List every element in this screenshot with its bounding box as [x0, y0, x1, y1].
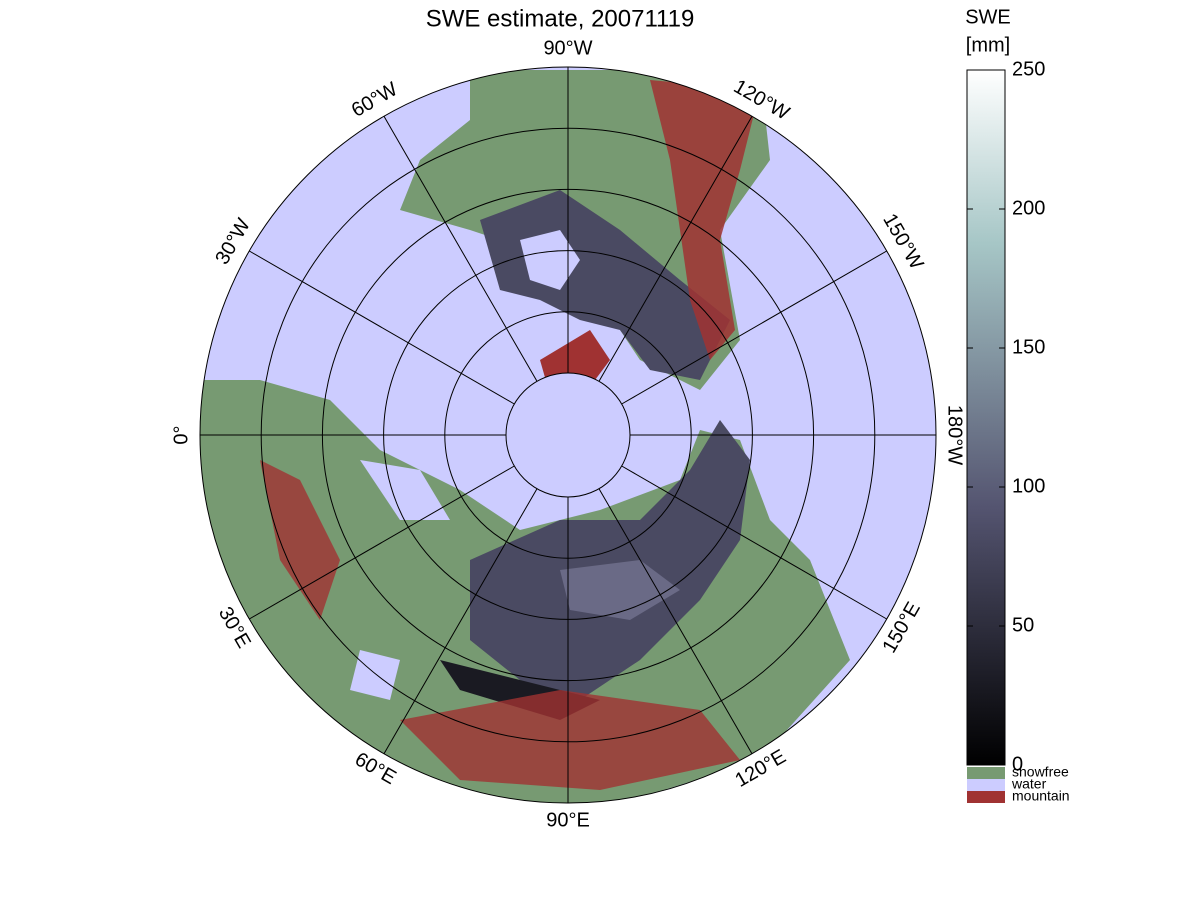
- longitude-label: 180°W: [944, 405, 966, 465]
- colorbar-tick-label: 0: [1012, 753, 1023, 775]
- colorbar-tick-label: 200: [1012, 197, 1045, 219]
- map-title: SWE estimate, 20071119: [426, 5, 695, 32]
- legend-label: water: [1011, 776, 1047, 792]
- meridian: [621, 250, 887, 405]
- colorbar: [966, 69, 1006, 766]
- meridian: [598, 488, 753, 754]
- meridian: [383, 488, 538, 754]
- meridian: [249, 250, 515, 405]
- legend-swatch: [967, 779, 1005, 791]
- longitude-label: 90°W: [543, 37, 592, 59]
- graticule: [199, 66, 937, 804]
- legend-label: mountain: [1012, 788, 1070, 804]
- legend-swatch: [967, 791, 1005, 803]
- meridian: [383, 116, 538, 382]
- meridian: [598, 116, 753, 382]
- meridian: [249, 465, 515, 620]
- longitude-label: 0°: [170, 425, 192, 444]
- colorbar-tick-label: 100: [1012, 475, 1045, 497]
- colorbar-label: SWE: [965, 6, 1011, 28]
- longitude-label: 90°E: [546, 809, 590, 831]
- map-disk: [200, 67, 936, 803]
- legend-label: snowfree: [1012, 764, 1069, 780]
- colorbar-tick-label: 150: [1012, 336, 1045, 358]
- colorbar-label: [mm]: [966, 34, 1010, 56]
- legend-swatch: [967, 767, 1005, 779]
- colorbar-tick-label: 50: [1012, 614, 1034, 636]
- colorbar-tick-label: 250: [1012, 58, 1045, 80]
- meridian: [621, 465, 887, 620]
